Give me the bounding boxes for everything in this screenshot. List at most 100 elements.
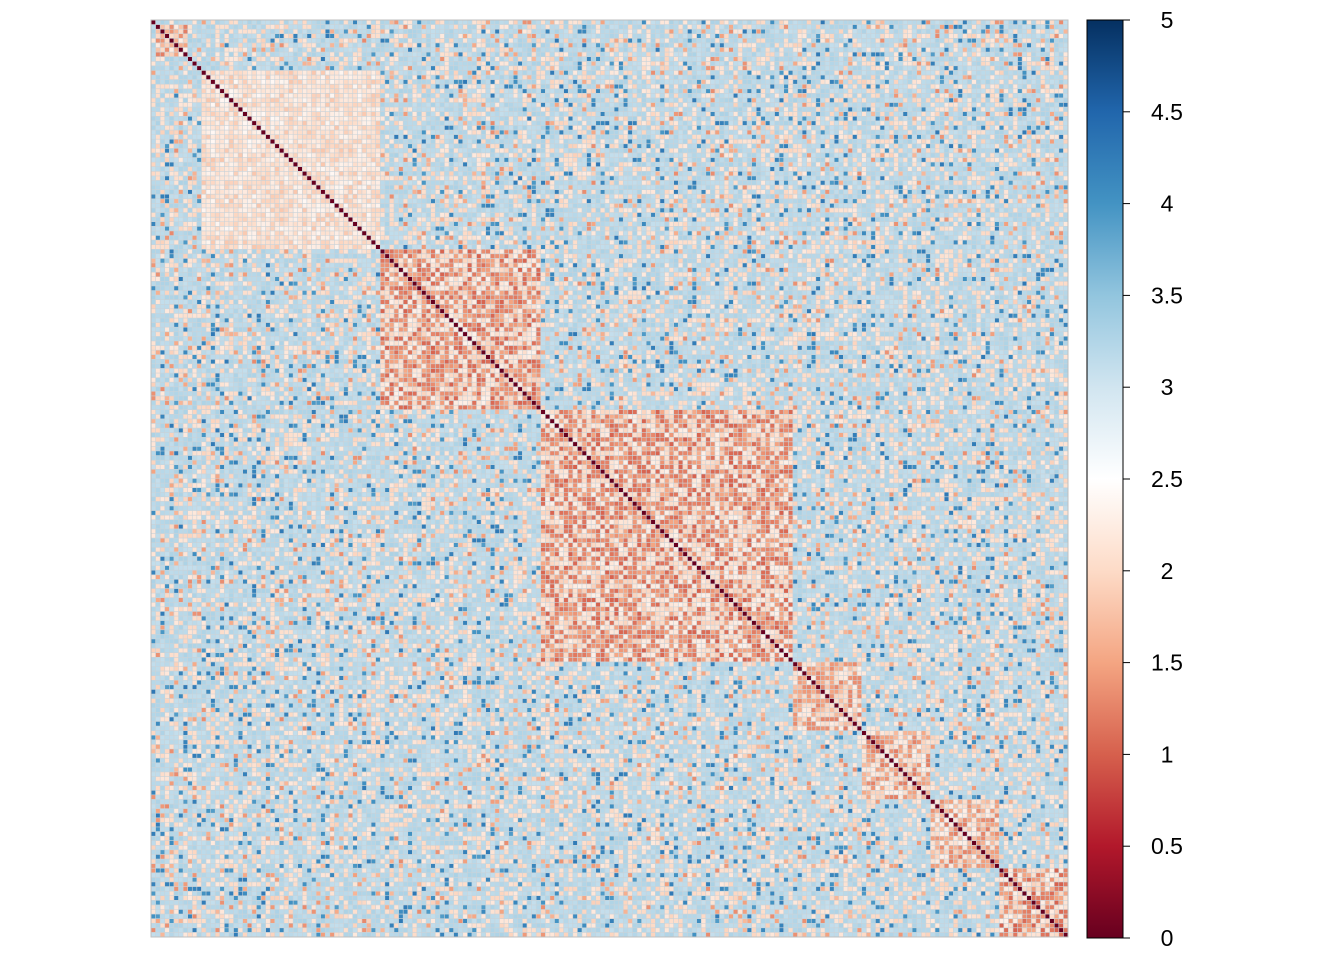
heatmap-cell	[338, 29, 344, 34]
heatmap-cell	[449, 120, 454, 126]
heatmap-cell	[572, 33, 578, 39]
heatmap-cell	[407, 79, 413, 85]
heatmap-cell	[196, 107, 202, 112]
heatmap-cell	[843, 111, 848, 117]
heatmap-cell	[494, 130, 500, 135]
heatmap-cell	[545, 97, 550, 103]
heatmap-cell	[1012, 70, 1018, 76]
heatmap-cell	[884, 70, 890, 76]
heatmap-cell	[403, 75, 408, 80]
heatmap-cell	[398, 42, 404, 48]
heatmap-cell	[187, 33, 193, 39]
heatmap-cell	[820, 47, 825, 53]
heatmap-cell	[274, 107, 280, 112]
heatmap-cell	[265, 88, 271, 94]
heatmap-cell	[242, 75, 248, 80]
heatmap-cell	[994, 29, 1000, 34]
heatmap-cell	[481, 70, 486, 76]
heatmap-cell	[866, 116, 871, 121]
heatmap-cell	[206, 29, 211, 34]
heatmap-cell	[866, 33, 871, 39]
heatmap-cell	[343, 56, 349, 62]
heatmap-cell	[320, 97, 326, 103]
heatmap-cell	[265, 130, 271, 135]
heatmap-cell	[678, 47, 683, 53]
heatmap-cell	[811, 88, 816, 94]
heatmap-cell	[462, 61, 468, 66]
heatmap-cell	[416, 125, 422, 131]
heatmap-cell	[907, 102, 913, 108]
heatmap-cell	[889, 56, 894, 62]
heatmap-cell	[623, 125, 628, 131]
heatmap-cell	[513, 97, 518, 103]
heatmap-cell	[559, 29, 564, 34]
heatmap-cell	[274, 56, 280, 62]
heatmap-cell	[160, 56, 165, 62]
heatmap-cell	[902, 97, 908, 103]
heatmap-cell	[971, 120, 977, 126]
heatmap-cell	[458, 97, 463, 103]
heatmap-cell	[238, 24, 243, 30]
heatmap-cell	[476, 42, 482, 48]
heatmap-cell	[678, 93, 683, 98]
heatmap-cell	[650, 75, 656, 80]
heatmap-cell	[618, 111, 624, 117]
heatmap-cell	[261, 75, 266, 80]
heatmap-cell	[563, 33, 569, 39]
heatmap-cell	[586, 79, 592, 85]
heatmap-cell	[173, 47, 179, 53]
heatmap-cell	[925, 125, 931, 131]
heatmap-cell	[637, 97, 642, 103]
heatmap-cell	[659, 120, 665, 126]
heatmap-cell	[866, 52, 871, 57]
heatmap-cell	[788, 79, 793, 85]
heatmap-cell	[577, 88, 582, 94]
heatmap-cell	[751, 93, 757, 98]
heatmap-cell	[398, 70, 404, 76]
heatmap-cell	[930, 111, 936, 117]
heatmap-cell	[1049, 56, 1055, 62]
heatmap-cell	[160, 130, 165, 135]
heatmap-cell	[714, 47, 720, 53]
heatmap-cell	[728, 88, 734, 94]
heatmap-cell	[600, 65, 605, 71]
heatmap-cell	[829, 88, 835, 94]
heatmap-cell	[696, 125, 702, 131]
heatmap-cell	[536, 84, 541, 89]
heatmap-cell	[228, 42, 234, 48]
heatmap-cell	[852, 93, 858, 98]
heatmap-cell	[829, 29, 835, 34]
heatmap-cell	[416, 70, 422, 76]
heatmap-cell	[609, 33, 615, 39]
heatmap-cell	[852, 56, 858, 62]
heatmap-cell	[403, 130, 408, 135]
heatmap-cell	[595, 97, 601, 103]
heatmap-cell	[1003, 20, 1009, 25]
heatmap-cell	[756, 75, 761, 80]
heatmap-cell	[788, 97, 793, 103]
heatmap-cell	[774, 130, 780, 135]
heatmap-cell	[591, 38, 596, 43]
heatmap-cell	[1017, 97, 1023, 103]
heatmap-cell	[338, 97, 344, 103]
heatmap-cell	[935, 120, 940, 126]
heatmap-cell	[614, 20, 619, 25]
heatmap-cell	[453, 47, 459, 53]
heatmap-cell	[728, 116, 734, 121]
heatmap-cell	[751, 130, 757, 135]
heatmap-cell	[907, 33, 913, 39]
heatmap-cell	[641, 42, 647, 48]
heatmap-cell	[577, 75, 582, 80]
heatmap-cell	[371, 107, 376, 112]
heatmap-cell	[650, 65, 656, 71]
heatmap-cell	[517, 111, 523, 117]
heatmap-cell	[792, 33, 798, 39]
heatmap-cell	[971, 38, 977, 43]
heatmap-cell	[1003, 56, 1009, 62]
heatmap-cell	[1017, 84, 1023, 89]
heatmap-cell	[939, 125, 945, 131]
heatmap-cell	[806, 125, 812, 131]
heatmap-cell	[980, 42, 986, 48]
heatmap-cell	[655, 65, 660, 71]
heatmap-cell	[485, 38, 491, 43]
